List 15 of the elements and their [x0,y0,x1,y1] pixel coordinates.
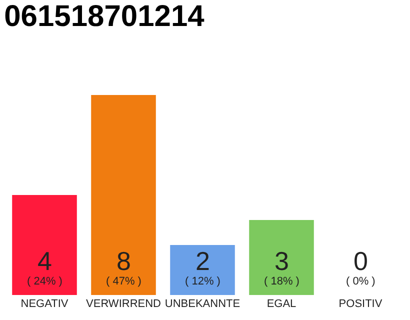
data-label: 4 ( 24% ) [27,246,62,288]
data-label: 8 ( 47% ) [106,246,142,288]
chart-title: 061518701214 [4,0,205,33]
data-label: 0 ( 0% ) [346,246,376,288]
bar [91,95,156,295]
x-tick-label: VERWIRREND [86,298,162,310]
bar [12,195,77,295]
x-tick-label: NEGATIV [20,298,69,310]
bar [249,220,314,295]
x-tick-label: EGAL [266,298,296,310]
data-label: 2 ( 12% ) [185,246,220,288]
x-tick-label: POSITIV [338,298,383,310]
data-label: 3 ( 18% ) [264,246,300,288]
bar [170,245,235,295]
x-tick-label: UNBEKANNTE [164,298,240,310]
